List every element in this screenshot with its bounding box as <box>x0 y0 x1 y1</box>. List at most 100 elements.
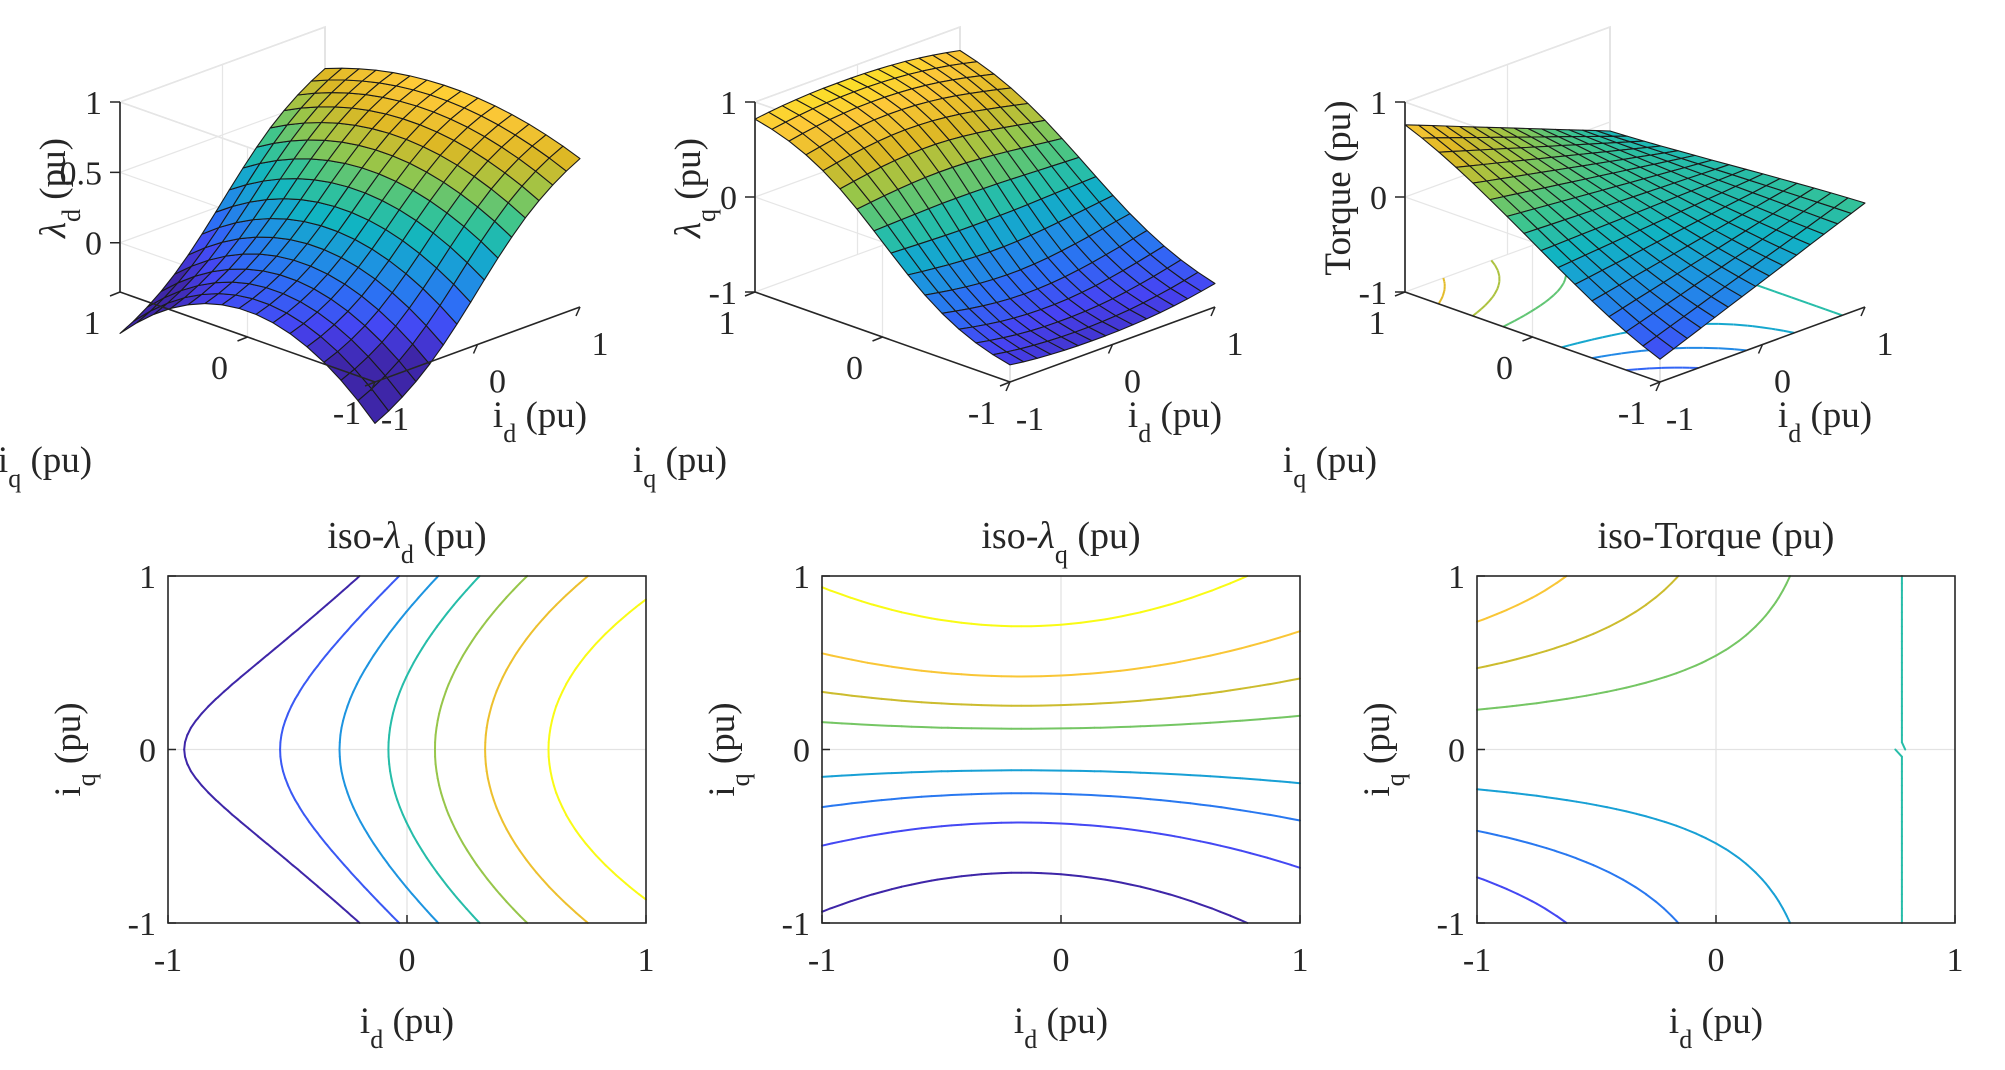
contour-line <box>300 871 309 879</box>
contour-line <box>1249 810 1262 815</box>
contour-line <box>1685 828 1698 835</box>
contour-line <box>455 896 461 903</box>
z-tick-label: 1 <box>85 85 102 122</box>
contour-line <box>485 770 489 780</box>
contour-line <box>579 835 587 845</box>
floor-contour <box>1790 296 1801 302</box>
contour-line <box>350 914 359 922</box>
contour-line <box>1785 575 1792 585</box>
contour-line <box>509 654 516 664</box>
contour-line <box>1079 875 1092 879</box>
contour-line <box>1169 723 1182 726</box>
plot-title-unit: (pu) <box>414 515 487 557</box>
contour-line <box>880 606 893 611</box>
z-axis-label-unit: Torque (pu) <box>1318 100 1359 275</box>
contour-line <box>1099 670 1112 674</box>
contour-line <box>930 617 939 621</box>
contour-line <box>390 777 394 787</box>
contour-line <box>890 797 903 801</box>
y-axis-label-sub: q <box>643 464 656 493</box>
contour-line <box>485 719 489 729</box>
contour-line <box>1279 633 1291 639</box>
contour-line <box>990 872 1003 875</box>
floor-contour <box>1782 293 1792 299</box>
z-axis-label-sym: λ <box>33 222 74 239</box>
contour-line <box>388 726 392 736</box>
contour-line <box>870 696 883 700</box>
contour-line <box>1139 665 1152 670</box>
contour-line <box>1109 669 1122 673</box>
floor-contour <box>1494 264 1499 271</box>
contour-line <box>1089 876 1102 880</box>
contour-line <box>1767 885 1775 896</box>
contour-line <box>551 777 555 787</box>
contour-line <box>465 908 474 917</box>
x-axis-label-sub: d <box>1138 419 1151 448</box>
contour-line <box>1495 705 1508 709</box>
contour-line <box>605 625 615 635</box>
contour-line <box>529 864 538 874</box>
contour-line <box>1119 881 1132 886</box>
y-tick-label: 1 <box>719 305 736 342</box>
contour-line <box>545 882 551 888</box>
contour-line <box>980 623 993 627</box>
contour-line <box>900 796 913 800</box>
contour-line <box>1209 690 1222 695</box>
contour-line <box>471 633 478 643</box>
floor-contour <box>1508 319 1516 325</box>
contour-line <box>1169 800 1182 804</box>
contour-line <box>1259 778 1272 782</box>
contour-line <box>1089 702 1102 705</box>
plot-title-sym: λ <box>1037 515 1054 557</box>
contour-line <box>637 598 647 606</box>
contour-line <box>421 849 428 859</box>
contour-line <box>980 872 993 876</box>
contour-line <box>406 603 414 613</box>
contour-line <box>914 669 923 672</box>
contour-line <box>910 700 923 704</box>
contour-line <box>1505 836 1518 841</box>
contour-line <box>821 690 833 695</box>
contour-line <box>266 843 277 852</box>
contour-line <box>1079 672 1092 676</box>
contour-line <box>1486 662 1498 668</box>
y-axis-label-unit: (pu) <box>1306 440 1377 481</box>
contour-line <box>870 724 883 727</box>
contour-line <box>386 582 393 590</box>
contour-line <box>1615 875 1624 881</box>
contour-line <box>1290 864 1301 869</box>
contour-line <box>376 589 386 599</box>
contour-line <box>359 669 366 679</box>
contour-line <box>466 640 474 650</box>
contour-line <box>518 575 528 585</box>
contour-line <box>880 664 893 668</box>
contour-line <box>1505 791 1514 794</box>
plot-title-sym: λ <box>383 515 400 557</box>
contour-line <box>1040 872 1052 875</box>
contour-line <box>535 618 544 628</box>
contour-line <box>1535 649 1548 655</box>
contour-line <box>1279 679 1291 684</box>
contour-line <box>435 618 444 628</box>
contour-line <box>401 813 408 823</box>
floor-contour <box>1824 308 1835 314</box>
contour-line <box>438 705 443 715</box>
contour-line <box>1476 665 1488 670</box>
contour-line <box>1179 773 1192 777</box>
contour-line <box>590 642 598 650</box>
contour-line <box>850 801 863 805</box>
contour-line <box>1764 882 1770 888</box>
contour-line <box>525 859 532 867</box>
floor-contour <box>1476 308 1482 314</box>
contour-line <box>1179 801 1192 805</box>
contour-line <box>552 705 558 715</box>
contour-line <box>485 877 489 881</box>
contour-line <box>1099 825 1112 829</box>
z-axis-label-sub: q <box>692 209 721 222</box>
contour-line <box>578 576 588 585</box>
x-axis-label-unit: (pu) <box>383 1001 454 1042</box>
contour-line <box>1476 829 1488 834</box>
contour-line <box>1159 890 1170 896</box>
z-tick-label: -1 <box>1359 275 1387 312</box>
